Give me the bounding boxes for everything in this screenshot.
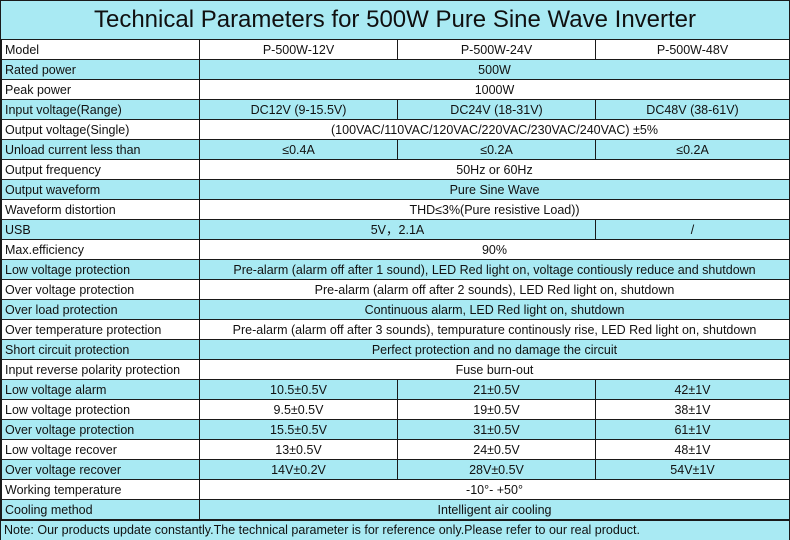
table-row: Over voltage recover 14V±0.2V 28V±0.5V 54V±… — [1, 459, 790, 480]
row-value: 21±0.5V — [397, 379, 596, 400]
row-value: DC24V (18-31V) — [397, 99, 596, 120]
row-value: 61±1V — [595, 419, 790, 440]
row-label: Input voltage(Range) — [1, 99, 200, 120]
row-label: Over voltage recover — [1, 459, 200, 480]
row-value: P-500W-48V — [595, 40, 790, 60]
row-value: P-500W-24V — [397, 40, 596, 60]
row-label: Max.efficiency — [1, 239, 200, 260]
footer-note: Note: Our products update constantly.The… — [1, 520, 789, 540]
row-label: Input reverse polarity protection — [1, 359, 200, 380]
row-label: Working temperature — [1, 479, 200, 500]
row-value: Pre-alarm (alarm off after 3 sounds), te… — [199, 319, 790, 340]
row-value: 14V±0.2V — [199, 459, 398, 480]
table-row: Input voltage(Range) DC12V (9-15.5V) DC24V… — [1, 99, 790, 120]
table-row: Input reverse polarity protection Fuse bu… — [1, 359, 790, 380]
row-value: 54V±1V — [595, 459, 790, 480]
table-row: Unload current less than ≤0.4A ≤0.2A ≤0.2A — [1, 139, 790, 160]
sheet-title: Technical Parameters for 500W Pure Sine … — [1, 1, 789, 40]
row-value: 38±1V — [595, 399, 790, 420]
row-value: ≤0.2A — [595, 139, 790, 160]
row-label: Model — [1, 40, 200, 60]
row-value: 48±1V — [595, 439, 790, 460]
row-value: Pure Sine Wave — [199, 179, 790, 200]
row-value: Perfect protection and no damage the cir… — [199, 339, 790, 360]
row-value: 24±0.5V — [397, 439, 596, 460]
row-label: Output voltage(Single) — [1, 119, 200, 140]
row-label: Short circuit protection — [1, 339, 200, 360]
row-label: Low voltage protection — [1, 259, 200, 280]
row-value: 31±0.5V — [397, 419, 596, 440]
row-label: USB — [1, 219, 200, 240]
spec-table-body: Model P-500W-12V P-500W-24V P-500W-48V Rated… — [1, 40, 790, 520]
row-value: 9.5±0.5V — [199, 399, 398, 420]
table-row: Rated power 500W — [1, 59, 790, 80]
table-row: Over voltage protection 15.5±0.5V 31±0.5V 6… — [1, 419, 790, 440]
row-value: ≤0.2A — [397, 139, 596, 160]
row-value: ≤0.4A — [199, 139, 398, 160]
table-row: USB 5V，2.1A / — [1, 219, 790, 240]
row-label: Low voltage recover — [1, 439, 200, 460]
row-value: 28V±0.5V — [397, 459, 596, 480]
row-label: Low voltage protection — [1, 399, 200, 420]
table-row: Low voltage recover 13±0.5V 24±0.5V 48±1V — [1, 439, 790, 460]
row-label: Peak power — [1, 79, 200, 100]
row-value: 50Hz or 60Hz — [199, 159, 790, 180]
row-label: Rated power — [1, 59, 200, 80]
row-label: Waveform distortion — [1, 199, 200, 220]
row-label: Over voltage protection — [1, 419, 200, 440]
row-value: THD≤3%(Pure resistive Load)) — [199, 199, 790, 220]
row-label: Over voltage protection — [1, 279, 200, 300]
row-label: Output frequency — [1, 159, 200, 180]
table-row: Over temperature protection Pre-alarm (al… — [1, 319, 790, 340]
row-value: P-500W-12V — [199, 40, 398, 60]
row-label: Unload current less than — [1, 139, 200, 160]
row-value: 90% — [199, 239, 790, 260]
row-value: Pre-alarm (alarm off after 1 sound), LED… — [199, 259, 790, 280]
row-value: -10°- +50° — [199, 479, 790, 500]
row-label: Low voltage alarm — [1, 379, 200, 400]
row-value: Intelligent air cooling — [199, 499, 790, 520]
row-value: 5V，2.1A — [199, 219, 596, 240]
table-row: Peak power 1000W — [1, 79, 790, 100]
row-label: Over temperature protection — [1, 319, 200, 340]
row-value: 42±1V — [595, 379, 790, 400]
row-value: 1000W — [199, 79, 790, 100]
table-row: Output frequency 50Hz or 60Hz — [1, 159, 790, 180]
row-label: Over load protection — [1, 299, 200, 320]
table-row: Max.efficiency 90% — [1, 239, 790, 260]
row-value: Continuous alarm, LED Red light on, shut… — [199, 299, 790, 320]
table-row: Low voltage protection 9.5±0.5V 19±0.5V 38±… — [1, 399, 790, 420]
row-label: Cooling method — [1, 499, 200, 520]
table-row: Output waveform Pure Sine Wave — [1, 179, 790, 200]
row-value: DC48V (38-61V) — [595, 99, 790, 120]
row-value: 13±0.5V — [199, 439, 398, 460]
row-value: / — [595, 219, 790, 240]
table-row: Output voltage(Single) (100VAC/110VAC/120… — [1, 119, 790, 140]
row-value: 19±0.5V — [397, 399, 596, 420]
table-row: Model P-500W-12V P-500W-24V P-500W-48V — [1, 40, 790, 60]
row-label: Output waveform — [1, 179, 200, 200]
table-row: Working temperature -10°- +50° — [1, 479, 790, 500]
row-value: 10.5±0.5V — [199, 379, 398, 400]
table-row: Waveform distortion THD≤3%(Pure resistive… — [1, 199, 790, 220]
row-value: (100VAC/110VAC/120VAC/220VAC/230VAC/240V… — [199, 119, 790, 140]
table-row: Low voltage protection Pre-alarm (alarm o… — [1, 259, 790, 280]
table-row: Over voltage protection Pre-alarm (alarm … — [1, 279, 790, 300]
table-row: Cooling method Intelligent air cooling — [1, 499, 790, 520]
table-row: Low voltage alarm 10.5±0.5V 21±0.5V 42±1V — [1, 379, 790, 400]
spec-table: Model P-500W-12V P-500W-24V P-500W-48V Rated… — [1, 40, 790, 520]
row-value: Fuse burn-out — [199, 359, 790, 380]
row-value: 15.5±0.5V — [199, 419, 398, 440]
row-value: DC12V (9-15.5V) — [199, 99, 398, 120]
row-value: 500W — [199, 59, 790, 80]
table-row: Over load protection Continuous alarm, LE… — [1, 299, 790, 320]
table-row: Short circuit protection Perfect protecti… — [1, 339, 790, 360]
row-value: Pre-alarm (alarm off after 2 sounds), LE… — [199, 279, 790, 300]
